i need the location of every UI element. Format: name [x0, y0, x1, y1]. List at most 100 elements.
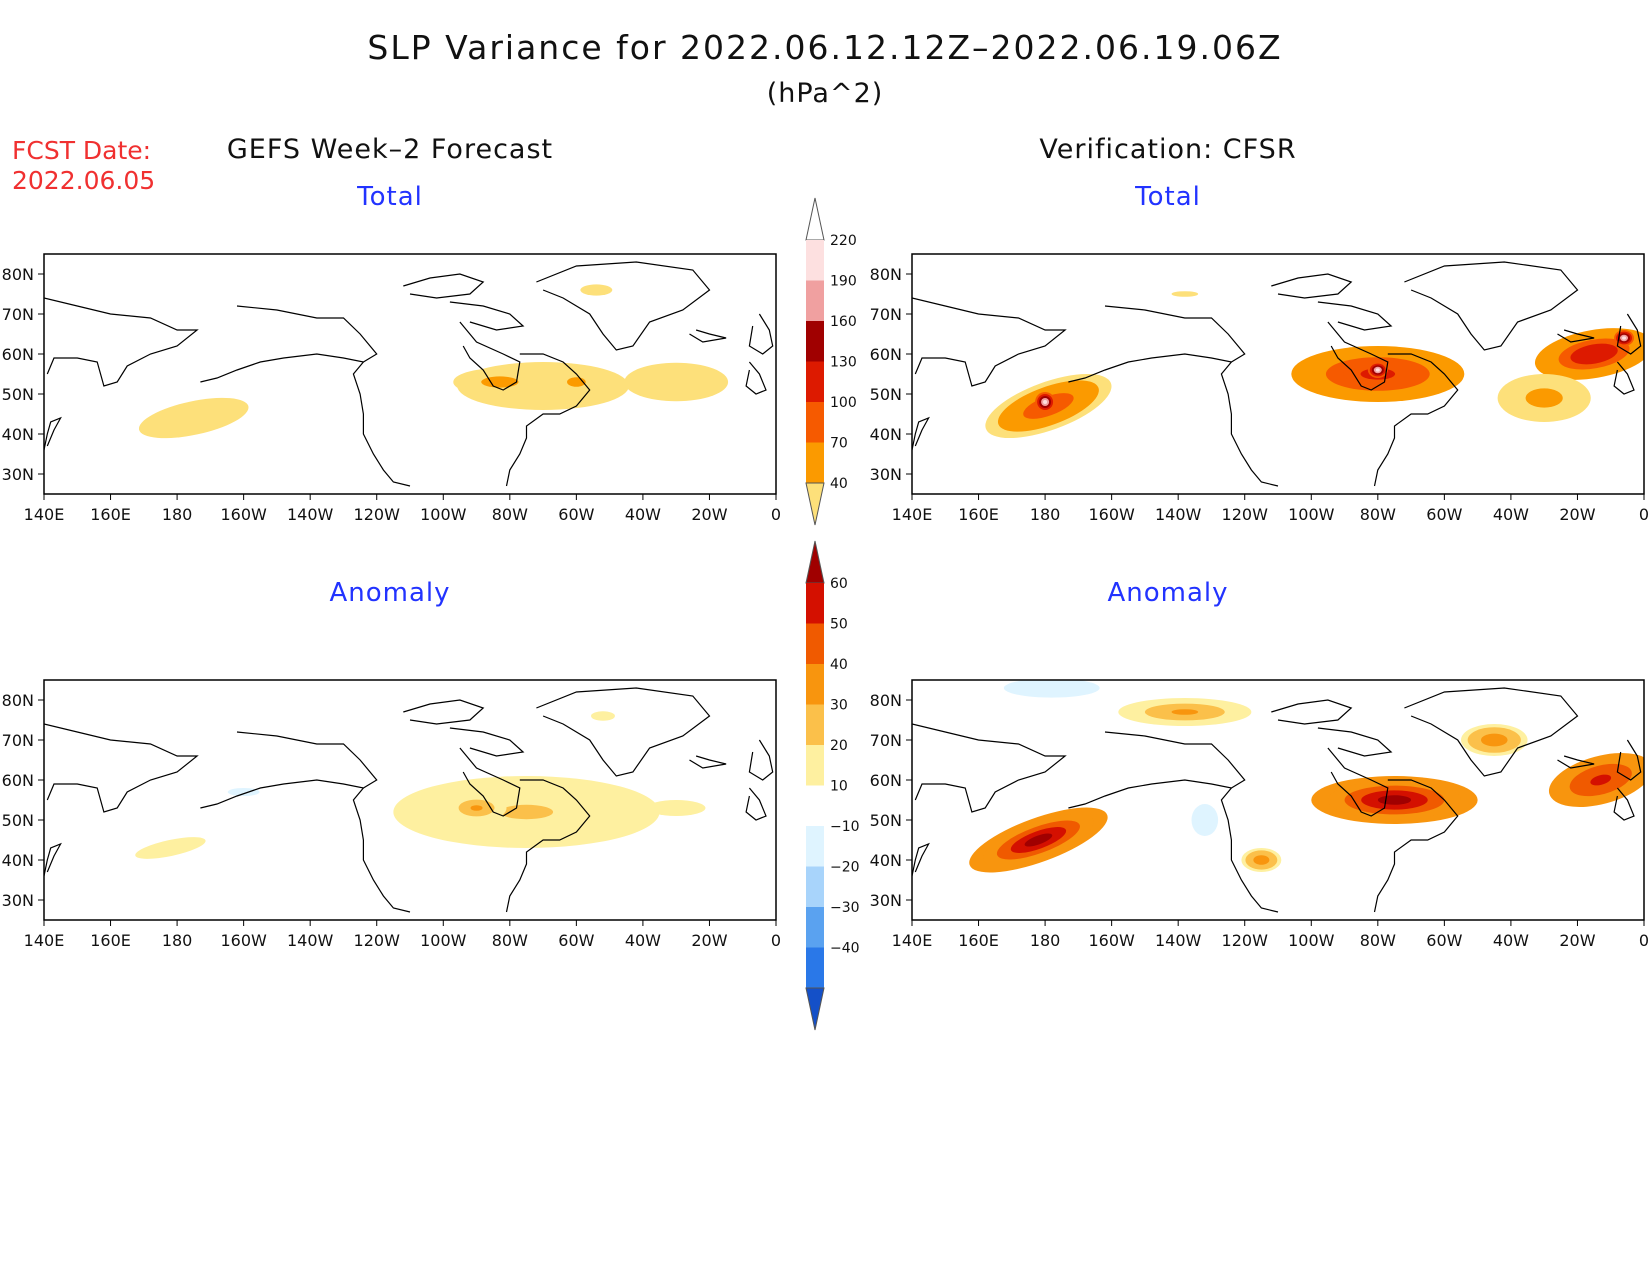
fcst-date-label: FCST Date:	[12, 136, 152, 165]
lat-tick-label: 30N	[870, 891, 902, 910]
colorbar-label: 100	[830, 395, 857, 411]
coastline-layer	[44, 687, 774, 913]
colorbar-segment	[806, 321, 824, 362]
variance-contour	[175, 411, 212, 425]
coastline	[745, 361, 767, 395]
lon-tick-label: 40W	[625, 931, 661, 950]
variance-contour	[661, 804, 691, 812]
lat-tick-label: 60N	[2, 771, 34, 790]
colorbar-top-arrow	[805, 197, 825, 241]
variance-contour	[490, 379, 510, 385]
colorbar-label: −30	[830, 900, 860, 916]
coastline	[1068, 731, 1246, 809]
variance-contour	[1622, 336, 1627, 340]
lon-tick-label: 0	[771, 505, 781, 524]
colorbar-label: 30	[830, 698, 848, 714]
lon-tick-label: 100W	[1288, 931, 1335, 950]
colorbar-total: 220 190 160 130 100 70 40	[805, 197, 857, 526]
lon-tick-label: 140E	[892, 931, 933, 950]
colorbar-segment	[806, 583, 824, 624]
variance-contour	[1377, 795, 1412, 805]
forecast-total-title: Total	[357, 182, 423, 212]
lon-tick-label: 140W	[1155, 931, 1202, 950]
verification-anomaly-title: Anomaly	[1107, 578, 1229, 608]
fcst-date-value: 2022.06.05	[12, 166, 156, 195]
coastline	[1327, 321, 1389, 391]
lon-tick-label: 160W	[220, 505, 267, 524]
forecast-column-title: GEFS Week–2 Forecast	[226, 134, 554, 165]
lon-tick-label: 140E	[24, 931, 65, 950]
lon-tick-label: 160W	[1088, 505, 1135, 524]
lon-tick-label: 0	[1639, 505, 1649, 524]
lon-tick-label: 20W	[691, 931, 727, 950]
coastline	[44, 416, 62, 451]
map-frame	[43, 253, 777, 495]
lon-tick-label: 120W	[354, 505, 401, 524]
lon-tick-label: 20W	[691, 505, 727, 524]
lon-tick-label: 180	[162, 931, 193, 950]
coastline-layer	[912, 687, 1642, 913]
lon-tick-label: 160W	[1088, 931, 1135, 950]
lon-tick-label: 140E	[892, 505, 933, 524]
lon-tick-label: 160W	[220, 931, 267, 950]
map-frame	[911, 679, 1645, 921]
verification-column-title: Verification: CFSR	[1039, 134, 1297, 165]
variance-contour	[588, 287, 605, 293]
colorbar-label: 20	[830, 738, 848, 754]
lon-tick-label: 120W	[354, 931, 401, 950]
lon-tick-label: 60W	[1426, 931, 1462, 950]
colorbar-segment	[806, 866, 824, 907]
lon-tick-label: 120W	[1222, 931, 1269, 950]
lon-tick-label: 40W	[1493, 505, 1529, 524]
lat-tick-label: 70N	[870, 305, 902, 324]
lon-tick-label: 40W	[625, 505, 661, 524]
shaded-field	[969, 680, 1644, 873]
coastline	[912, 297, 1067, 387]
colorbar-segment	[806, 704, 824, 745]
coastline	[912, 842, 930, 877]
colorbar-label: 40	[830, 476, 848, 492]
colorbar-anomaly: 60 50 40 30 20 10 −10 −20 −30 −40	[805, 540, 860, 1031]
lat-tick-label: 80N	[2, 691, 34, 710]
colorbar-segment	[806, 664, 824, 705]
coastline	[1271, 699, 1353, 725]
shaded-field	[138, 284, 729, 439]
lon-tick-label: 100W	[1288, 505, 1335, 524]
coastline	[536, 687, 711, 777]
colorbar-segment	[806, 402, 824, 443]
variance-contour	[1043, 400, 1048, 404]
map-panel-3: 80N 70N 60N 50N 40N 30N 140E 160E 180 160W 140W 120…	[870, 679, 1649, 950]
variance-contour	[1590, 774, 1612, 786]
map-panel-2: 80N 70N 60N 50N 40N 30N 140E 160E 180 160W 140W 120…	[2, 679, 781, 950]
map-frame	[911, 253, 1645, 495]
lon-tick-label: 20W	[1559, 931, 1595, 950]
lat-tick-label: 80N	[870, 265, 902, 284]
colorbar-label: 70	[830, 436, 848, 452]
shaded-field	[985, 291, 1644, 439]
coastline	[403, 699, 485, 725]
colorbar-bottom-arrow	[805, 482, 825, 526]
lon-tick-label: 80W	[492, 931, 528, 950]
lat-tick-label: 50N	[870, 385, 902, 404]
coastline	[200, 731, 378, 809]
coastline	[536, 261, 711, 351]
lon-tick-label: 80W	[1360, 505, 1396, 524]
lon-tick-label: 160E	[958, 505, 999, 524]
colorbar-label: −40	[830, 941, 860, 957]
coastline	[748, 313, 774, 355]
colorbar-label: 60	[830, 576, 848, 592]
lat-tick-label: 60N	[870, 771, 902, 790]
chart-title: SLP Variance for 2022.06.12.12Z–2022.06.…	[367, 28, 1283, 67]
lon-tick-label: 100W	[420, 931, 467, 950]
colorbar-bottom-arrow	[805, 987, 825, 1031]
lat-tick-label: 80N	[870, 691, 902, 710]
coastline	[689, 329, 727, 343]
colorbar-segment	[806, 826, 824, 867]
lat-tick-label: 70N	[2, 731, 34, 750]
lon-tick-label: 120W	[1222, 505, 1269, 524]
lon-tick-label: 60W	[558, 931, 594, 950]
coastline	[1616, 313, 1642, 355]
colorbar-label: 160	[830, 314, 857, 330]
lon-tick-label: 140E	[24, 505, 65, 524]
coastline-layer	[44, 261, 774, 487]
